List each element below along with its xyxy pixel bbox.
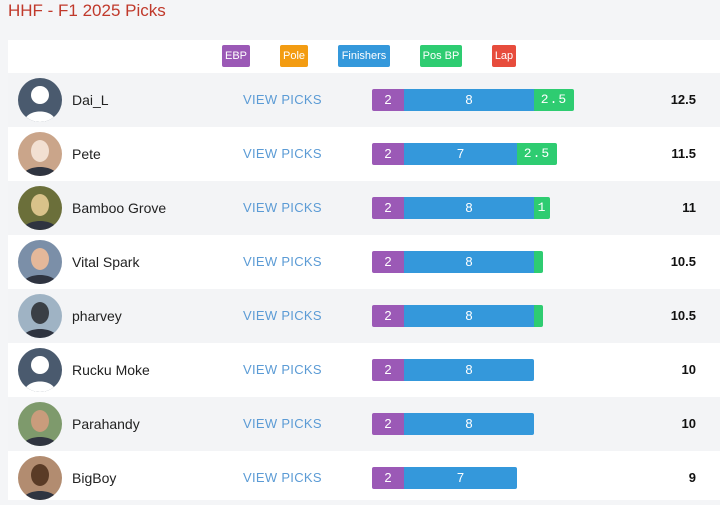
legend-finishers: Finishers bbox=[338, 45, 390, 67]
finishers-segment: 8 bbox=[404, 413, 534, 435]
legend-lap: Lap bbox=[492, 45, 516, 67]
pos-bp-segment: 2.5 bbox=[534, 89, 574, 111]
avatar bbox=[18, 294, 62, 338]
ebp-segment: 2 bbox=[372, 359, 404, 381]
ebp-segment: 2 bbox=[372, 305, 404, 327]
avatar bbox=[18, 402, 62, 446]
view-picks-link[interactable]: VIEW PICKS bbox=[243, 362, 322, 377]
total-score: 11 bbox=[682, 200, 696, 215]
finishers-segment: 8 bbox=[404, 251, 534, 273]
finishers-segment: 8 bbox=[404, 359, 534, 381]
ebp-segment: 2 bbox=[372, 197, 404, 219]
table-row: Dai_L VIEW PICKS 2 8 2.5 12.5 bbox=[8, 73, 720, 127]
total-score: 10 bbox=[681, 362, 696, 377]
view-picks-link[interactable]: VIEW PICKS bbox=[243, 146, 322, 161]
view-picks-link[interactable]: VIEW PICKS bbox=[243, 416, 322, 431]
table-row: Rucku Moke VIEW PICKS 2 8 10 bbox=[8, 343, 720, 397]
score-bar: 2 7 2.5 bbox=[372, 143, 557, 165]
player-name: BigBoy bbox=[72, 470, 117, 486]
pos-bp-segment: 1 bbox=[534, 197, 550, 219]
table-row: pharvey VIEW PICKS 2 8 10.5 bbox=[8, 289, 720, 343]
score-bar: 2 8 2.5 bbox=[372, 89, 574, 111]
avatar bbox=[18, 186, 62, 230]
player-name: pharvey bbox=[72, 308, 122, 324]
table-row: Vital Spark VIEW PICKS 2 8 10.5 bbox=[8, 235, 720, 289]
avatar bbox=[18, 240, 62, 284]
total-score: 10 bbox=[681, 416, 696, 431]
finishers-segment: 7 bbox=[404, 467, 517, 489]
pos-bp-segment: 2.5 bbox=[517, 143, 557, 165]
view-picks-link[interactable]: VIEW PICKS bbox=[243, 308, 322, 323]
legend: EBP Pole Finishers Pos BP Lap bbox=[8, 45, 720, 67]
total-score: 10.5 bbox=[670, 308, 696, 323]
avatar bbox=[18, 456, 62, 500]
player-name: Bamboo Grove bbox=[72, 200, 167, 216]
picks-list: Dai_L VIEW PICKS 2 8 2.5 12.5 Pete VIEW PICKS 2 7… bbox=[8, 73, 720, 505]
avatar bbox=[18, 78, 62, 122]
avatar bbox=[18, 132, 62, 176]
finishers-segment: 8 bbox=[404, 305, 534, 327]
ebp-segment: 2 bbox=[372, 143, 404, 165]
ebp-segment: 2 bbox=[372, 89, 404, 111]
finishers-segment: 8 bbox=[404, 197, 534, 219]
view-picks-link[interactable]: VIEW PICKS bbox=[243, 200, 322, 215]
legend-pos-bp: Pos BP bbox=[420, 45, 462, 67]
pos-bp-segment bbox=[534, 305, 543, 327]
table-row: Parahandy VIEW PICKS 2 8 10 bbox=[8, 397, 720, 451]
view-picks-link[interactable]: VIEW PICKS bbox=[243, 254, 322, 269]
table-row: BigBoy VIEW PICKS 2 7 9 bbox=[8, 451, 720, 505]
table-row: Bamboo Grove VIEW PICKS 2 8 1 11 bbox=[8, 181, 720, 235]
legend-ebp: EBP bbox=[222, 45, 250, 67]
total-score: 10.5 bbox=[670, 254, 696, 269]
total-score: 9 bbox=[688, 470, 696, 485]
player-name: Vital Spark bbox=[72, 254, 140, 270]
ebp-segment: 2 bbox=[372, 413, 404, 435]
finishers-segment: 8 bbox=[404, 89, 534, 111]
player-name: Pete bbox=[72, 146, 101, 162]
player-name: Dai_L bbox=[72, 92, 109, 108]
finishers-segment: 7 bbox=[404, 143, 517, 165]
page-title: HHF - F1 2025 Picks bbox=[8, 1, 166, 20]
legend-pole: Pole bbox=[280, 45, 308, 67]
picks-panel: EBP Pole Finishers Pos BP Lap Dai_L VIEW … bbox=[8, 40, 720, 500]
view-picks-link[interactable]: VIEW PICKS bbox=[243, 92, 322, 107]
ebp-segment: 2 bbox=[372, 251, 404, 273]
total-score: 12.5 bbox=[670, 92, 696, 107]
view-picks-link[interactable]: VIEW PICKS bbox=[243, 470, 322, 485]
avatar bbox=[18, 348, 62, 392]
table-row: Pete VIEW PICKS 2 7 2.5 11.5 bbox=[8, 127, 720, 181]
player-name: Rucku Moke bbox=[72, 362, 150, 378]
pos-bp-segment bbox=[534, 251, 543, 273]
total-score: 11.5 bbox=[671, 146, 696, 161]
ebp-segment: 2 bbox=[372, 467, 404, 489]
player-name: Parahandy bbox=[72, 416, 140, 432]
